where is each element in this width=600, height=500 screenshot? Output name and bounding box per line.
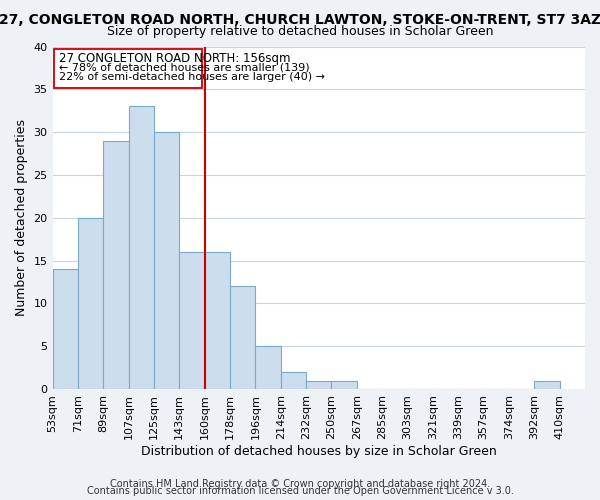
- Bar: [534, 380, 560, 389]
- Bar: [331, 380, 357, 389]
- Bar: [306, 380, 331, 389]
- Bar: [154, 132, 179, 389]
- Text: 27, CONGLETON ROAD NORTH, CHURCH LAWTON, STOKE-ON-TRENT, ST7 3AZ: 27, CONGLETON ROAD NORTH, CHURCH LAWTON,…: [0, 12, 600, 26]
- Bar: [179, 252, 205, 389]
- Text: ← 78% of detached houses are smaller (139): ← 78% of detached houses are smaller (13…: [59, 62, 310, 72]
- FancyBboxPatch shape: [54, 49, 202, 88]
- Text: 27 CONGLETON ROAD NORTH: 156sqm: 27 CONGLETON ROAD NORTH: 156sqm: [59, 52, 290, 66]
- Bar: [256, 346, 281, 389]
- Bar: [53, 269, 78, 389]
- Bar: [128, 106, 154, 389]
- Text: Contains HM Land Registry data © Crown copyright and database right 2024.: Contains HM Land Registry data © Crown c…: [110, 479, 490, 489]
- Bar: [205, 252, 230, 389]
- Bar: [230, 286, 256, 389]
- Y-axis label: Number of detached properties: Number of detached properties: [15, 120, 28, 316]
- Text: Size of property relative to detached houses in Scholar Green: Size of property relative to detached ho…: [107, 25, 493, 38]
- X-axis label: Distribution of detached houses by size in Scholar Green: Distribution of detached houses by size …: [141, 444, 497, 458]
- Bar: [103, 140, 128, 389]
- Bar: [281, 372, 306, 389]
- Text: 22% of semi-detached houses are larger (40) →: 22% of semi-detached houses are larger (…: [59, 72, 325, 82]
- Text: Contains public sector information licensed under the Open Government Licence v : Contains public sector information licen…: [86, 486, 514, 496]
- Bar: [78, 218, 103, 389]
